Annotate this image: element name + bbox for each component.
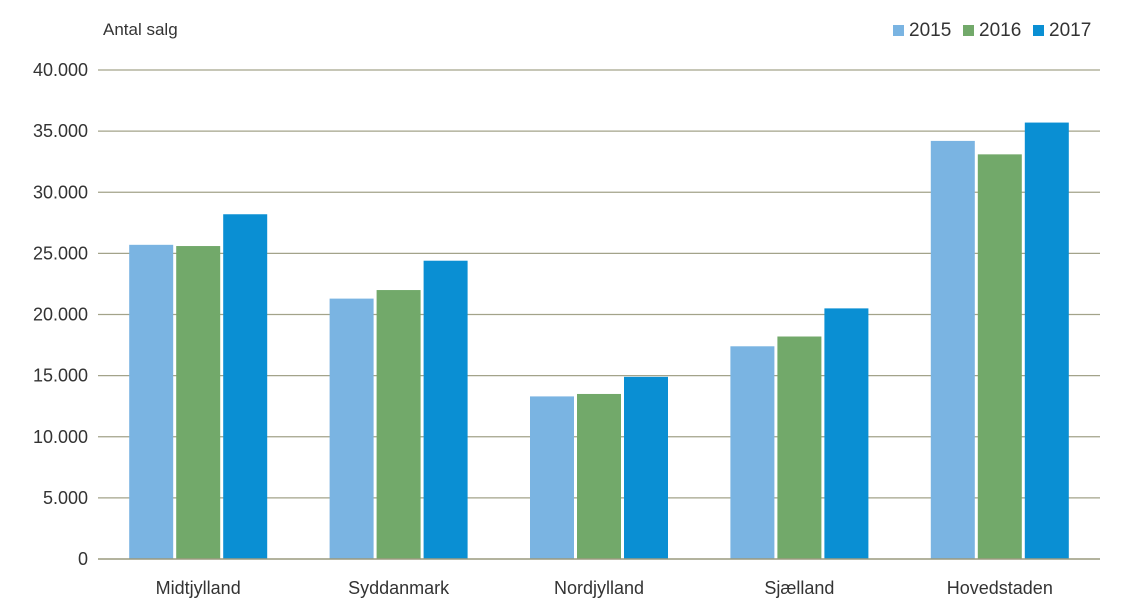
- bar: [129, 244, 174, 559]
- y-tick-label: 25.000: [33, 243, 88, 263]
- x-tick-label: Midtjylland: [156, 578, 241, 598]
- x-tick-label: Sjælland: [764, 578, 834, 598]
- bar: [1024, 122, 1069, 559]
- bar: [530, 396, 574, 559]
- y-axis-label: Antal salg: [103, 20, 178, 39]
- legend-swatch: [893, 25, 904, 36]
- y-tick-label: 5.000: [43, 488, 88, 508]
- bar: [730, 346, 775, 559]
- bar: [624, 376, 668, 559]
- bar: [176, 246, 221, 560]
- legend-swatch: [1033, 25, 1044, 36]
- bar: [824, 308, 869, 559]
- bar: [930, 140, 975, 559]
- x-tick-label: Hovedstaden: [947, 578, 1053, 598]
- bar: [977, 154, 1022, 560]
- bar: [329, 298, 374, 559]
- bar: [777, 336, 822, 559]
- legend-swatch: [963, 25, 974, 36]
- bar: [223, 214, 268, 559]
- y-tick-label: 20.000: [33, 305, 88, 325]
- y-tick-label: 30.000: [33, 182, 88, 202]
- y-tick-label: 10.000: [33, 427, 88, 447]
- x-axis-ticks: Midtjylland Syddanmark Nordjylland Sjælland…: [156, 578, 1053, 598]
- y-tick-label: 40.000: [33, 60, 88, 80]
- y-axis-ticks: 0 5.000 10.000 15.000 20.000 25.000 30.000 35.0…: [33, 60, 88, 569]
- y-tick-label: 0: [78, 549, 88, 569]
- bar: [577, 393, 621, 559]
- bar: [423, 260, 468, 559]
- legend-label: 2015: [909, 20, 951, 41]
- x-tick-label: Nordjylland: [554, 578, 644, 598]
- x-tick-label: Syddanmark: [348, 578, 450, 598]
- bar: [376, 290, 421, 559]
- legend: 2015 2016 2017: [893, 20, 1091, 41]
- bars: [129, 122, 1069, 560]
- legend-label: 2016: [979, 20, 1021, 41]
- y-tick-label: 15.000: [33, 366, 88, 386]
- y-tick-label: 35.000: [33, 121, 88, 141]
- legend-label: 2017: [1049, 20, 1091, 41]
